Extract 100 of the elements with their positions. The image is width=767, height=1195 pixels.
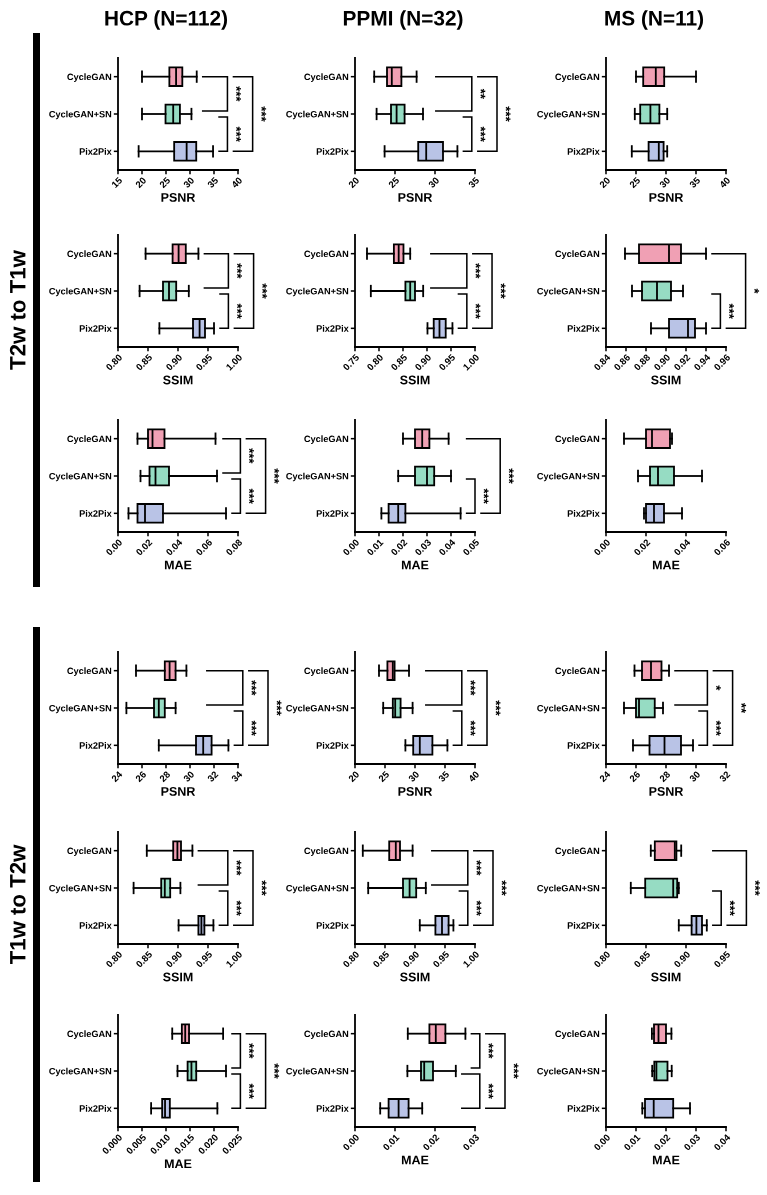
x-tick-label: 0.04 xyxy=(438,538,456,556)
y-tick-label: CycleGAN xyxy=(67,73,112,82)
y-tick-label: Pix2Pix xyxy=(567,742,600,749)
annotation: *** xyxy=(236,900,242,916)
y-tick-label: Pix2Pix xyxy=(567,510,600,517)
y-tick-label: Pix2Pix xyxy=(79,922,112,929)
y-tick-label: CycleGAN+SN xyxy=(286,704,349,714)
x-tick-label: 0.85 xyxy=(135,950,153,968)
x-tick-label: 20 xyxy=(347,770,360,783)
x-axis-title: MAE xyxy=(401,1155,429,1165)
y-tick-label: Pix2Pix xyxy=(79,1105,112,1112)
x-tick-label: 20 xyxy=(134,176,147,189)
y-tick-label: Pix2Pix xyxy=(79,325,112,332)
x-tick-label: 0.90 xyxy=(165,353,183,371)
annotation: *** xyxy=(236,86,241,102)
y-tick-label: Pix2Pix xyxy=(316,148,349,155)
y-tick-label: CycleGAN+SN xyxy=(537,884,600,894)
y-tick-label: CycleGAN xyxy=(67,250,112,259)
x-tick-label: 0.75 xyxy=(342,353,360,371)
x-axis-title: MAE xyxy=(652,1155,680,1165)
x-tick-label: 0.08 xyxy=(225,538,243,556)
x-tick-label: 0.90 xyxy=(165,950,183,968)
x-tick-label: 0.90 xyxy=(673,950,691,968)
x-tick-label: 30 xyxy=(182,176,195,189)
x-tick-label: 40 xyxy=(718,176,731,189)
y-tick-label: CycleGAN xyxy=(304,73,349,82)
text: *** xyxy=(728,303,734,319)
text: ** xyxy=(741,702,747,714)
y-tick-label: Pix2Pix xyxy=(567,325,600,332)
x-tick-label: 0.88 xyxy=(633,353,651,371)
text: *** xyxy=(476,860,482,876)
x-axis-title: SSIM xyxy=(400,375,430,385)
text: *** xyxy=(480,126,486,142)
y-tick-label: CycleGAN+SN xyxy=(537,110,600,120)
x-tick-label: 0.02 xyxy=(633,538,651,556)
x-tick-label: 0.00 xyxy=(593,1133,611,1151)
x-tick-label: 26 xyxy=(134,770,147,783)
x-tick-label: 30 xyxy=(182,770,195,783)
x-tick-label: 32 xyxy=(718,770,731,783)
text: *** xyxy=(500,283,506,299)
text: * xyxy=(754,288,760,294)
x-tick-label: 0.01 xyxy=(382,1133,400,1151)
y-tick-label: CycleGAN+SN xyxy=(49,1067,112,1077)
x-tick-label: 0.00 xyxy=(105,538,123,556)
x-tick-label: 0.85 xyxy=(135,353,153,371)
x-tick-label: 0.00 xyxy=(593,538,611,556)
x-tick-label: 0.95 xyxy=(195,353,213,371)
y-tick-label: CycleGAN xyxy=(555,847,600,856)
y-tick-label: Pix2Pix xyxy=(316,510,349,517)
y-axis-title: T2w to T1w xyxy=(9,250,26,370)
x-tick-label: 26 xyxy=(628,770,641,783)
annotation: *** xyxy=(236,126,241,142)
x-tick-label: 15 xyxy=(111,176,123,189)
x-tick-label: 0.96 xyxy=(713,353,731,371)
x-tick-label: 30 xyxy=(427,176,440,189)
x-tick-label: 34 xyxy=(230,770,243,783)
x-tick-label: 30 xyxy=(688,770,701,783)
y-tick-label: CycleGAN+SN xyxy=(49,110,112,120)
x-tick-label: 0.02 xyxy=(135,538,153,556)
x-tick-label: 25 xyxy=(158,176,171,189)
x-tick-label: 0.02 xyxy=(422,1133,440,1151)
annotation: *** xyxy=(715,720,721,736)
x-axis-title: PSNR xyxy=(649,193,684,202)
x-tick-label: 20 xyxy=(598,176,611,189)
x-tick-label: 25 xyxy=(387,176,400,189)
text: *** xyxy=(476,900,482,916)
y-axis-title: T1w to T2w xyxy=(9,844,26,965)
x-tick-label: 20 xyxy=(347,176,360,189)
annotation: *** xyxy=(236,263,242,279)
x-tick-label: 0.94 xyxy=(693,353,711,371)
y-tick-label: Pix2Pix xyxy=(79,510,112,517)
annotation: *** xyxy=(236,303,242,319)
y-tick-label: CycleGAN xyxy=(304,1030,349,1039)
x-axis-title: PSNR xyxy=(161,787,196,796)
y-tick-label: CycleGAN xyxy=(67,1030,112,1039)
x-tick-label: 0.80 xyxy=(593,950,611,968)
text: *** xyxy=(248,488,254,504)
x-tick-label: 28 xyxy=(658,770,671,783)
y-tick-label: Pix2Pix xyxy=(316,325,349,332)
y-tick-label: CycleGAN+SN xyxy=(537,287,600,297)
x-tick-label: 24 xyxy=(598,770,611,783)
y-tick-label: CycleGAN xyxy=(304,250,349,259)
y-tick-label: Pix2Pix xyxy=(79,742,112,749)
y-tick-label: Pix2Pix xyxy=(567,1105,600,1112)
y-tick-label: Pix2Pix xyxy=(79,148,112,155)
y-tick-label: CycleGAN xyxy=(555,250,600,259)
y-tick-label: CycleGAN+SN xyxy=(49,884,112,894)
x-tick-label: 0.00 xyxy=(342,538,360,556)
x-axis-title: PSNR xyxy=(649,787,684,796)
text: ** xyxy=(480,88,486,99)
annotation: *** xyxy=(475,303,481,319)
y-tick-label: CycleGAN xyxy=(555,73,600,82)
y-tick-label: CycleGAN+SN xyxy=(537,704,600,714)
x-axis-title: PSNR xyxy=(161,193,196,202)
text: *** xyxy=(483,488,489,504)
x-tick-label: 30 xyxy=(407,770,420,783)
y-tick-label: CycleGAN+SN xyxy=(537,1067,600,1077)
x-axis-title: MAE xyxy=(164,560,192,570)
x-tick-label: 40 xyxy=(230,176,243,189)
text: *** xyxy=(248,1083,254,1099)
